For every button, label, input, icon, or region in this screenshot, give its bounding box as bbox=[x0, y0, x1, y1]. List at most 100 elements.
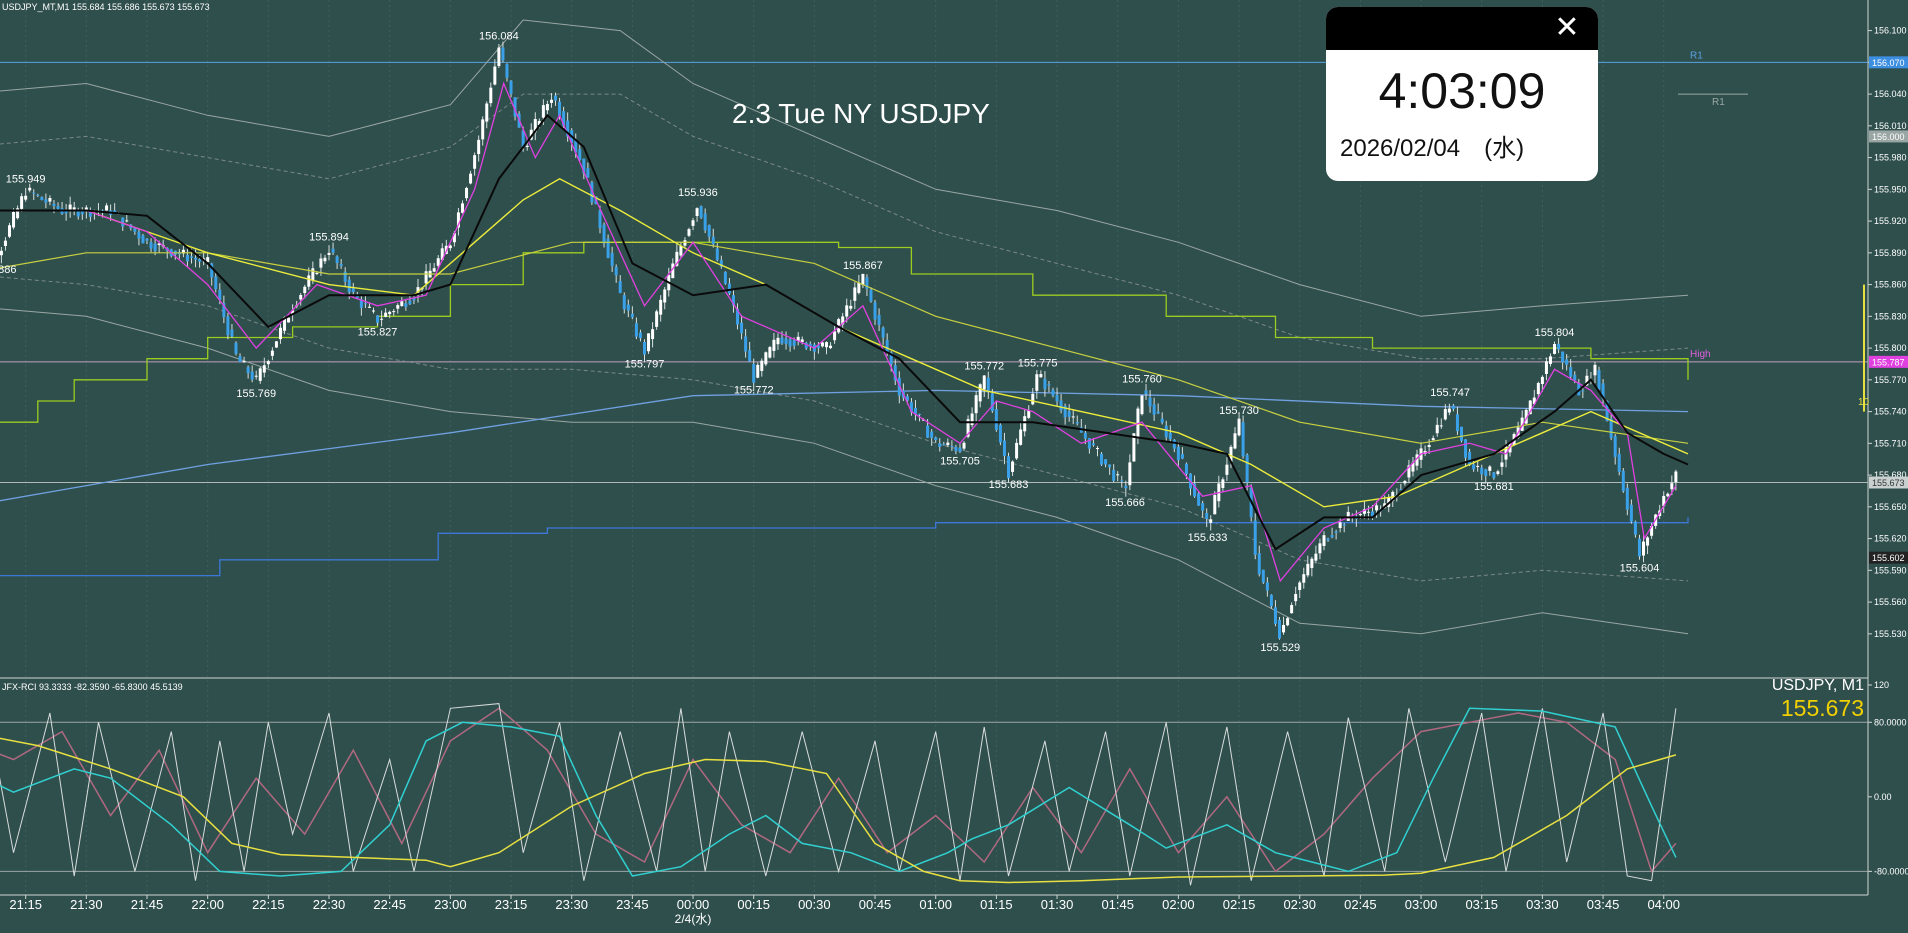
candle-body bbox=[1148, 397, 1152, 407]
candle-body bbox=[833, 331, 837, 341]
candle-body bbox=[707, 225, 711, 237]
y-tick-label: 156.040 bbox=[1874, 89, 1907, 99]
candle-body bbox=[1100, 453, 1104, 465]
candle-body bbox=[598, 210, 602, 229]
candle-body bbox=[1633, 521, 1637, 535]
candle-body bbox=[764, 352, 768, 365]
candle-body bbox=[48, 198, 52, 202]
candle-body bbox=[825, 342, 828, 348]
candle-body bbox=[699, 206, 703, 218]
x-tick-label: 00:45 bbox=[859, 897, 892, 912]
candle-body bbox=[141, 235, 145, 244]
candle-body bbox=[16, 208, 20, 219]
candle-body bbox=[1464, 439, 1468, 458]
candle-body bbox=[339, 264, 343, 267]
candle-body bbox=[1318, 543, 1322, 554]
candle-body bbox=[695, 208, 699, 217]
candle-body bbox=[537, 121, 541, 125]
candle-body bbox=[1039, 374, 1043, 378]
candle-body bbox=[1229, 446, 1233, 462]
y-tick-label: 155.890 bbox=[1874, 248, 1907, 258]
price-tag-label: 155.787 bbox=[1872, 357, 1905, 367]
candle-body bbox=[562, 111, 566, 126]
candle-body bbox=[1662, 495, 1666, 507]
candle-body bbox=[1265, 582, 1269, 591]
candle-body bbox=[1168, 432, 1172, 440]
candle-body bbox=[820, 342, 824, 347]
candle-body bbox=[44, 199, 48, 203]
candle-body bbox=[1540, 376, 1544, 385]
x-tick-label: 03:30 bbox=[1526, 897, 1559, 912]
candle-body bbox=[703, 213, 707, 231]
band-lower bbox=[0, 308, 1689, 635]
candle-body bbox=[254, 375, 258, 377]
candle-body bbox=[998, 424, 1002, 443]
candle-body bbox=[513, 97, 517, 117]
candle-body bbox=[1366, 511, 1370, 513]
candle-body bbox=[966, 419, 970, 437]
candle-body bbox=[651, 329, 655, 340]
rci-yellow bbox=[0, 737, 1677, 884]
x-tick-label: 03:45 bbox=[1587, 897, 1620, 912]
rci-y-tick-label: -80.0000 bbox=[1874, 866, 1908, 876]
hi-lo-label: 155.772 bbox=[964, 361, 1004, 373]
candle-body bbox=[1047, 384, 1051, 386]
y-tick-label: 156.100 bbox=[1874, 26, 1907, 36]
candle-body bbox=[258, 368, 262, 381]
candle-body bbox=[796, 336, 800, 342]
candle-body bbox=[893, 365, 897, 381]
close-icon[interactable]: ✕ bbox=[1554, 10, 1580, 45]
x-tick-label: 04:00 bbox=[1647, 897, 1680, 912]
candle-body bbox=[865, 277, 869, 289]
candle-body bbox=[1500, 462, 1504, 467]
candle-body bbox=[687, 229, 691, 236]
candle-body bbox=[1002, 440, 1006, 457]
hi-lo-label: 155.775 bbox=[1018, 358, 1058, 370]
candle-body bbox=[448, 245, 452, 249]
candle-body bbox=[1375, 505, 1379, 511]
candle-body bbox=[1439, 425, 1443, 427]
x-tick-label: 23:00 bbox=[434, 897, 467, 912]
candle-body bbox=[1225, 464, 1229, 475]
candle-body bbox=[1674, 471, 1678, 483]
x-tick-label: 22:45 bbox=[373, 897, 406, 912]
candle-body bbox=[541, 105, 545, 118]
hi-lo-label: 155.772 bbox=[734, 385, 774, 397]
candle-body bbox=[331, 248, 335, 253]
candle-body bbox=[351, 287, 355, 293]
candle-body bbox=[954, 446, 958, 452]
candle-body bbox=[1330, 535, 1334, 538]
candle-body bbox=[938, 443, 942, 447]
candle-body bbox=[40, 197, 44, 200]
candle-body bbox=[1443, 409, 1447, 420]
candle-body bbox=[744, 336, 748, 352]
y-tick-label: 155.590 bbox=[1874, 565, 1907, 575]
candle-body bbox=[930, 431, 934, 438]
candle-body bbox=[222, 303, 226, 318]
candle-body bbox=[287, 317, 291, 323]
candle-body bbox=[303, 286, 307, 294]
candle-body bbox=[663, 289, 667, 303]
candle-body bbox=[283, 317, 287, 331]
y-tick-label: 155.740 bbox=[1874, 407, 1907, 417]
hi-lo-label: 155.867 bbox=[843, 260, 883, 272]
candle-body bbox=[926, 425, 930, 438]
candle-body bbox=[1043, 378, 1047, 390]
x-tick-label: 22:15 bbox=[252, 897, 285, 912]
candle-body bbox=[1015, 442, 1019, 459]
candle-body bbox=[784, 338, 788, 344]
candle-body bbox=[1451, 405, 1455, 409]
y-tick-label: 156.010 bbox=[1874, 121, 1907, 131]
candle-body bbox=[1637, 538, 1641, 557]
candle-body bbox=[149, 242, 153, 249]
candle-body bbox=[861, 273, 865, 286]
candle-body bbox=[323, 257, 327, 262]
candle-body bbox=[946, 442, 950, 446]
candle-body bbox=[198, 259, 202, 262]
candle-body bbox=[206, 257, 210, 263]
candle-body bbox=[1241, 422, 1245, 457]
y-tick-label: 155.920 bbox=[1874, 216, 1907, 226]
candle-body bbox=[1257, 553, 1261, 575]
x-tick-label: 01:00 bbox=[919, 897, 952, 912]
candle-body bbox=[1597, 370, 1601, 390]
